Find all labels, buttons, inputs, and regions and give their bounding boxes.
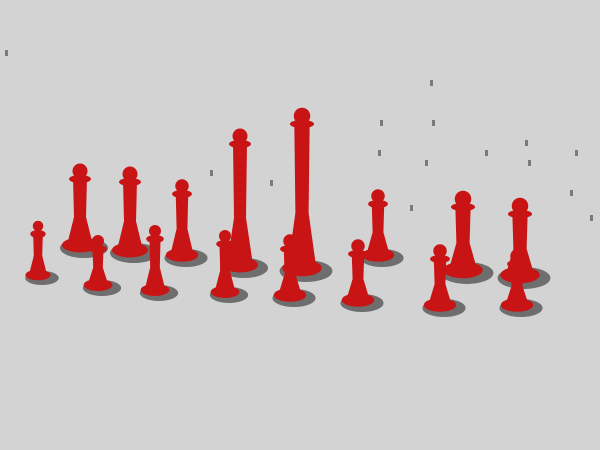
- piece-head: [510, 249, 524, 263]
- piece-body: [366, 202, 390, 255]
- speck: [410, 205, 413, 211]
- piece-head: [175, 179, 189, 193]
- piece-head: [122, 166, 138, 182]
- chess-piece: [361, 189, 395, 262]
- piece-body: [227, 142, 253, 265]
- piece-head: [433, 244, 447, 258]
- speck: [210, 170, 213, 176]
- piece-collar: [172, 190, 192, 198]
- piece-body: [117, 180, 143, 250]
- piece-head: [351, 239, 365, 253]
- chess-piece: [25, 220, 51, 281]
- piece-head: [232, 128, 248, 144]
- piece-head: [92, 235, 104, 247]
- chess-piece: [83, 235, 113, 291]
- speck: [575, 150, 578, 156]
- speck: [425, 160, 428, 166]
- chess-piece: [140, 225, 170, 296]
- piece-collar: [89, 245, 107, 253]
- piece-body: [287, 122, 317, 268]
- chess-piece: [423, 244, 457, 312]
- chess-piece: [112, 166, 148, 258]
- piece-collar: [430, 255, 450, 263]
- piece-head: [293, 107, 311, 125]
- piece-collar: [368, 200, 388, 208]
- piece-collar: [280, 245, 300, 253]
- chess-piece: [500, 249, 534, 312]
- speck: [432, 120, 435, 126]
- chess-piece: [443, 190, 483, 279]
- speck: [485, 150, 488, 156]
- speck: [528, 160, 531, 166]
- chess-piece: [210, 230, 240, 298]
- piece-collar: [146, 235, 164, 243]
- chess-piece: [341, 239, 375, 307]
- speck: [525, 140, 528, 146]
- piece-collar: [30, 230, 46, 238]
- piece-collar: [69, 175, 91, 183]
- piece-body: [505, 262, 529, 305]
- speck: [270, 180, 273, 186]
- piece-body: [144, 237, 166, 290]
- piece-body: [28, 232, 48, 275]
- piece-head: [283, 234, 297, 248]
- piece-collar: [229, 140, 251, 148]
- piece-body: [214, 242, 236, 292]
- piece-head: [454, 190, 472, 208]
- piece-body: [278, 247, 302, 295]
- speck: [590, 215, 593, 221]
- piece-body: [448, 205, 478, 270]
- piece-collar: [119, 178, 141, 186]
- piece-head: [371, 189, 385, 203]
- piece-collar: [507, 260, 527, 268]
- piece-body: [87, 247, 109, 285]
- chess-piece: [165, 179, 199, 262]
- speck: [430, 80, 433, 86]
- chess-piece: [62, 163, 98, 253]
- piece-body: [346, 252, 370, 300]
- speck: [5, 50, 8, 56]
- chess-piece: [273, 234, 307, 302]
- piece-body: [67, 177, 93, 245]
- piece-head: [511, 197, 529, 215]
- piece-collar: [216, 240, 234, 248]
- piece-head: [32, 220, 44, 232]
- piece-body: [428, 257, 452, 305]
- piece-head: [72, 163, 88, 179]
- piece-collar: [348, 250, 368, 258]
- speck: [570, 190, 573, 196]
- piece-body: [170, 192, 194, 255]
- speck: [380, 120, 383, 126]
- piece-head: [149, 225, 161, 237]
- pieces: [25, 107, 540, 312]
- speck: [378, 150, 381, 156]
- piece-head: [219, 230, 231, 242]
- chess-piece: [222, 128, 258, 273]
